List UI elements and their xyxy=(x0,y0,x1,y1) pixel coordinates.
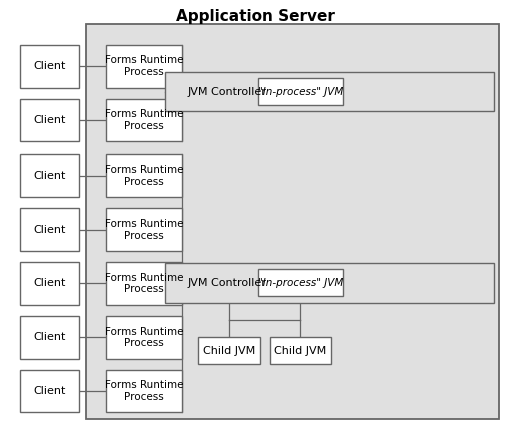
FancyBboxPatch shape xyxy=(20,370,79,412)
Text: "In-process" JVM: "In-process" JVM xyxy=(258,278,343,288)
Text: Client: Client xyxy=(34,115,66,125)
FancyBboxPatch shape xyxy=(106,154,182,197)
Text: Client: Client xyxy=(34,61,66,71)
FancyBboxPatch shape xyxy=(20,262,79,305)
Text: Forms Runtime
Process: Forms Runtime Process xyxy=(105,272,183,294)
Text: Forms Runtime
Process: Forms Runtime Process xyxy=(105,327,183,348)
Text: JVM Controller: JVM Controller xyxy=(188,278,267,288)
FancyBboxPatch shape xyxy=(20,316,79,359)
FancyBboxPatch shape xyxy=(106,208,182,251)
FancyBboxPatch shape xyxy=(106,99,182,141)
Text: Client: Client xyxy=(34,279,66,288)
FancyBboxPatch shape xyxy=(106,316,182,359)
Text: Child JVM: Child JVM xyxy=(203,346,255,355)
Text: Client: Client xyxy=(34,171,66,181)
FancyBboxPatch shape xyxy=(258,78,343,105)
FancyBboxPatch shape xyxy=(20,154,79,197)
Text: Client: Client xyxy=(34,386,66,396)
Text: "In-process" JVM: "In-process" JVM xyxy=(258,87,343,96)
Text: Forms Runtime
Process: Forms Runtime Process xyxy=(105,219,183,241)
FancyBboxPatch shape xyxy=(165,263,494,303)
Text: Client: Client xyxy=(34,225,66,235)
FancyBboxPatch shape xyxy=(20,208,79,251)
Text: JVM Controller: JVM Controller xyxy=(188,87,267,96)
FancyBboxPatch shape xyxy=(86,24,499,419)
Text: Forms Runtime
Process: Forms Runtime Process xyxy=(105,380,183,402)
Text: Forms Runtime
Process: Forms Runtime Process xyxy=(105,55,183,77)
FancyBboxPatch shape xyxy=(20,99,79,141)
FancyBboxPatch shape xyxy=(258,269,343,296)
FancyBboxPatch shape xyxy=(198,337,260,364)
Text: Child JVM: Child JVM xyxy=(274,346,327,355)
FancyBboxPatch shape xyxy=(20,45,79,88)
FancyBboxPatch shape xyxy=(106,370,182,412)
FancyBboxPatch shape xyxy=(106,262,182,305)
Text: Client: Client xyxy=(34,333,66,342)
Text: Forms Runtime
Process: Forms Runtime Process xyxy=(105,109,183,131)
FancyBboxPatch shape xyxy=(106,45,182,88)
Text: Application Server: Application Server xyxy=(176,9,335,24)
Text: Forms Runtime
Process: Forms Runtime Process xyxy=(105,165,183,187)
FancyBboxPatch shape xyxy=(165,72,494,111)
FancyBboxPatch shape xyxy=(270,337,331,364)
